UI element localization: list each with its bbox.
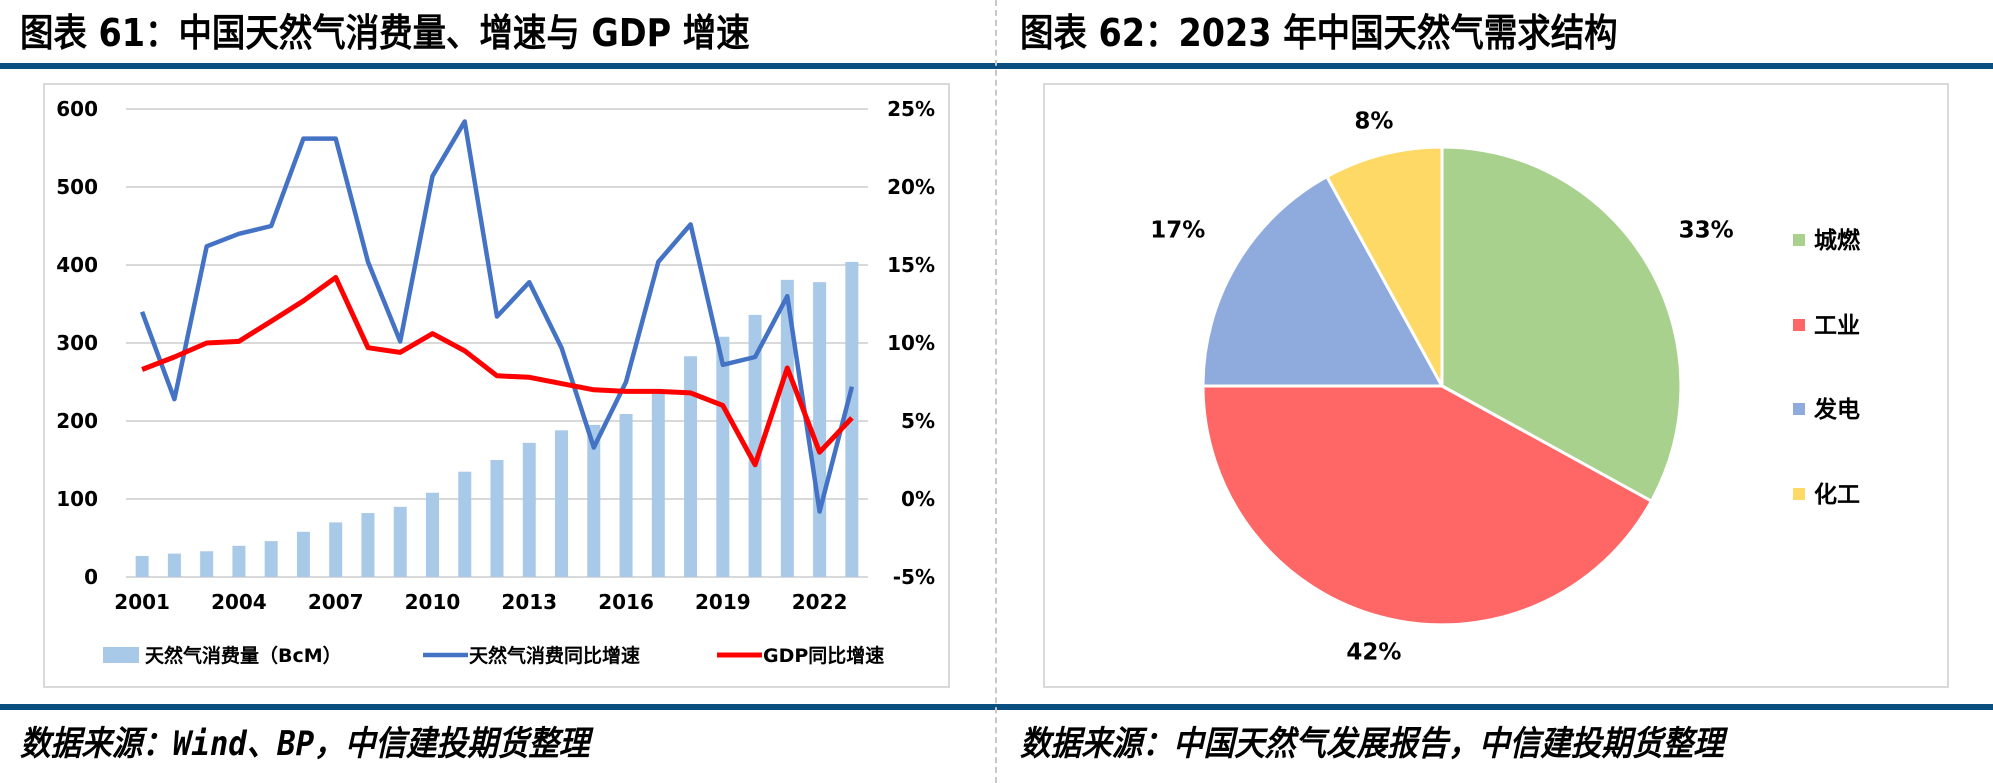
consumption-bar-2014 <box>555 430 569 577</box>
x-axis-ticks: 2001 2004 2007 2010 2013 2016 2019 2022 <box>114 590 847 614</box>
right-axis-tick-label: 25% <box>887 97 935 121</box>
pie-legend-label: 发电 <box>1813 396 1860 423</box>
consumption-bar-2016 <box>619 413 633 577</box>
legend-gas-growth-label: 天然气消费同比增速 <box>469 644 640 667</box>
consumption-bar-2003 <box>200 551 214 577</box>
consumption-bar-2007 <box>329 522 343 577</box>
right-axis-tick-label: -5% <box>893 565 935 589</box>
left-axis-tick-label: 300 <box>56 331 98 355</box>
consumption-bar-2021 <box>780 279 794 577</box>
chart-legend: 天然气消费量（BcM） 天然气消费同比增速 GDP同比增速 <box>103 644 884 667</box>
x-axis-tick-label: 2019 <box>695 590 751 614</box>
pie-legend-swatch <box>1793 319 1805 331</box>
pie-legend-label: 工业 <box>1814 313 1860 339</box>
right-axis-tick-label: 20% <box>887 175 935 199</box>
x-axis-tick-label: 2007 <box>308 590 364 614</box>
pie-slice-发电 <box>1201 174 1445 388</box>
source-note-left: 数据来源：Wind、BP，中信建投期货整理 <box>20 724 590 764</box>
consumption-bar-2004 <box>232 545 246 577</box>
figure-61-title: 图表 61：中国天然气消费量、增速与 GDP 增速 <box>20 11 750 55</box>
consumption-bar-2018 <box>684 356 698 577</box>
right-axis-tick-label: 0% <box>901 487 935 511</box>
panel-divider <box>995 0 997 783</box>
right-axis-tick-label: 15% <box>887 253 935 277</box>
consumption-bar-2008 <box>361 513 375 577</box>
x-axis-tick-label: 2022 <box>792 590 848 614</box>
pie-legend-swatch <box>1793 403 1805 415</box>
figure-62-title: 图表 62：2023 年中国天然气需求结构 <box>1020 11 1618 55</box>
left-axis-tick-label: 400 <box>56 253 98 277</box>
pie-legend-label: 城燃 <box>1814 227 1861 254</box>
legend-bar-swatch <box>103 647 139 663</box>
pie-legend-label: 化工 <box>1814 481 1860 508</box>
x-axis-tick-label: 2001 <box>114 590 170 614</box>
consumption-bar-2010 <box>425 492 439 577</box>
x-axis-tick-label: 2016 <box>598 590 654 614</box>
left-axis-tick-label: 600 <box>56 97 98 121</box>
right-axis-tick-label: 10% <box>887 331 935 355</box>
pie-data-label: 17% <box>1150 218 1205 244</box>
x-axis-tick-label: 2013 <box>501 590 557 614</box>
pie-data-labels: 33% 42% 17% 8% <box>1150 109 1733 666</box>
consumption-bar-2019 <box>716 336 730 577</box>
consumption-bar-2013 <box>522 442 536 577</box>
consumption-bar-2009 <box>393 506 407 577</box>
consumption-bars <box>135 261 859 577</box>
consumption-bar-2020 <box>748 314 762 577</box>
left-axis-tick-label: 0 <box>84 565 98 589</box>
right-axis-ticks: -5% 0% 5% 10% 15% 20% 25% <box>887 97 935 589</box>
x-axis-tick-label: 2010 <box>405 590 461 614</box>
consumption-bar-2006 <box>296 531 310 577</box>
left-axis-tick-label: 200 <box>56 409 98 433</box>
right-axis-tick-label: 5% <box>901 409 935 433</box>
left-axis-ticks: 0 100 200 300 400 500 600 <box>56 97 98 589</box>
legend-consumption-label: 天然气消费量（BcM） <box>145 644 342 667</box>
pie-data-label: 33% <box>1679 218 1734 244</box>
pie-slices <box>1201 145 1683 627</box>
pie-data-label: 42% <box>1346 639 1401 665</box>
growth-lines <box>139 119 855 514</box>
pie-slice-城燃 <box>1440 145 1683 504</box>
left-axis-tick-label: 500 <box>56 175 98 199</box>
consumption-bar-2002 <box>167 553 181 577</box>
pie-slice-工业 <box>1201 384 1654 627</box>
pie-legend-swatch <box>1793 234 1805 246</box>
x-axis-tick-label: 2004 <box>211 590 267 614</box>
consumption-bar-2005 <box>264 541 278 577</box>
consumption-bar-2001 <box>135 555 149 577</box>
consumption-bar-2017 <box>651 393 665 577</box>
consumption-bar-2011 <box>458 471 472 577</box>
pie-legend-swatch <box>1793 488 1805 500</box>
consumption-bar-2012 <box>490 460 504 577</box>
source-note-right: 数据来源：中国天然气发展报告，中信建投期货整理 <box>1020 724 1724 764</box>
legend-gdp-growth-label: GDP同比增速 <box>763 644 884 667</box>
left-axis-tick-label: 100 <box>56 487 98 511</box>
consumption-bar-2015 <box>587 424 601 577</box>
pie-data-label: 8% <box>1354 109 1393 135</box>
pie-slice-化工 <box>1324 145 1444 387</box>
